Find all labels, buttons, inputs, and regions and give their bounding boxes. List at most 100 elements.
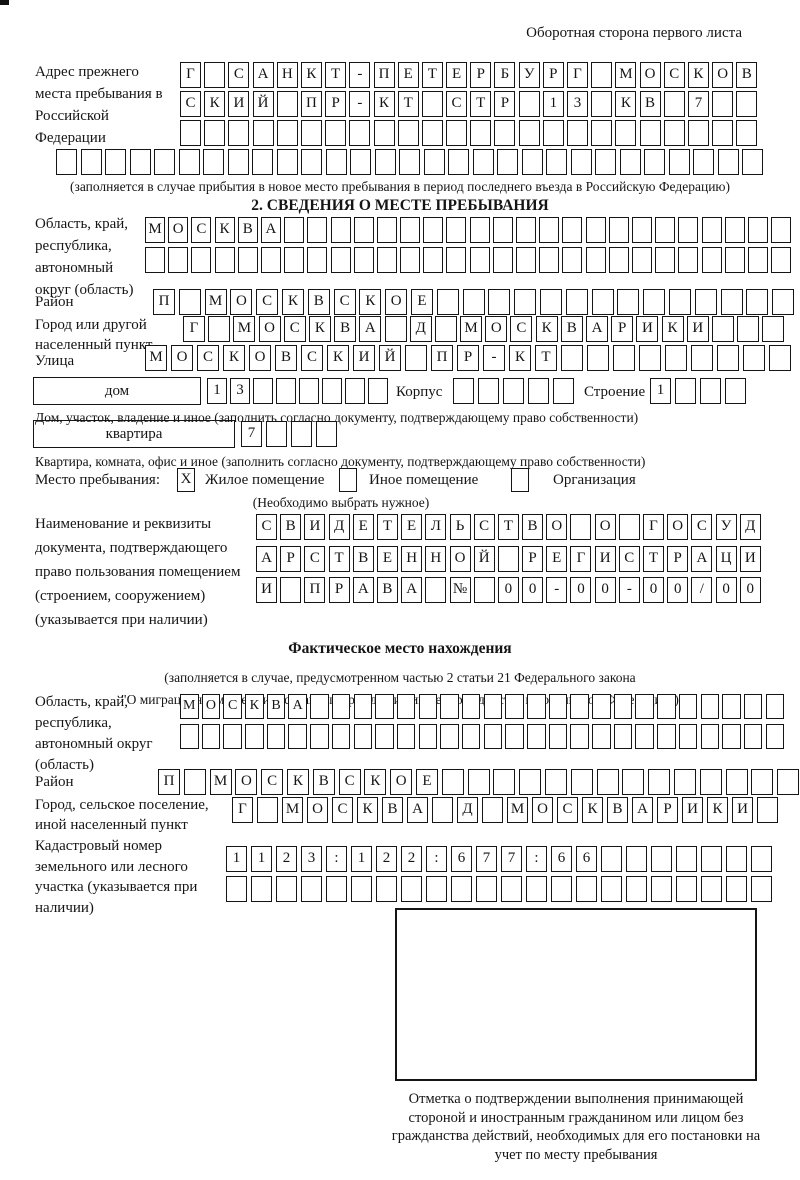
- form-cell[interactable]: [539, 247, 560, 273]
- form-cell[interactable]: -: [618, 577, 640, 603]
- form-cell[interactable]: [675, 378, 696, 404]
- form-cell[interactable]: Т: [497, 514, 519, 540]
- form-cell[interactable]: [492, 247, 513, 273]
- form-cell[interactable]: [613, 345, 635, 371]
- form-cell[interactable]: [608, 217, 629, 243]
- form-cell[interactable]: [700, 378, 721, 404]
- form-cell[interactable]: [726, 846, 747, 872]
- form-cell[interactable]: [576, 876, 597, 902]
- form-cell[interactable]: Д: [328, 514, 350, 540]
- form-cell[interactable]: С: [663, 62, 685, 88]
- form-cell[interactable]: К: [281, 289, 304, 315]
- form-cell[interactable]: [751, 876, 772, 902]
- form-cell[interactable]: [266, 421, 287, 447]
- prev-address-row-3[interactable]: [180, 120, 758, 146]
- stay-checkbox-dwelling[interactable]: X: [177, 468, 195, 492]
- form-cell[interactable]: Р: [325, 91, 347, 117]
- form-cell[interactable]: [168, 247, 189, 273]
- form-cell[interactable]: К: [509, 345, 531, 371]
- form-cell[interactable]: [551, 876, 572, 902]
- form-cell[interactable]: [421, 91, 443, 117]
- form-cell[interactable]: [701, 876, 722, 902]
- form-cell[interactable]: Т: [328, 546, 350, 572]
- form-cell[interactable]: С: [304, 546, 326, 572]
- form-cell[interactable]: [655, 247, 676, 273]
- form-cell[interactable]: [736, 120, 758, 146]
- form-cell[interactable]: :: [526, 846, 547, 872]
- form-cell[interactable]: [401, 876, 422, 902]
- form-cell[interactable]: [668, 289, 691, 315]
- form-cell[interactable]: Р: [522, 546, 544, 572]
- stroenie-cells[interactable]: 1: [650, 378, 746, 404]
- form-cell[interactable]: Й: [473, 546, 495, 572]
- form-cell[interactable]: [488, 289, 511, 315]
- form-cell[interactable]: Е: [410, 289, 433, 315]
- form-cell[interactable]: А: [288, 694, 307, 719]
- form-cell[interactable]: [276, 120, 298, 146]
- form-cell[interactable]: [396, 724, 416, 749]
- form-cell[interactable]: [700, 694, 719, 719]
- form-cell[interactable]: [771, 247, 792, 273]
- form-cell[interactable]: [676, 876, 697, 902]
- form-cell[interactable]: [440, 694, 459, 719]
- form-cell[interactable]: [591, 120, 613, 146]
- form-cell[interactable]: Д: [409, 316, 432, 342]
- form-cell[interactable]: О: [168, 217, 189, 243]
- form-cell[interactable]: А: [359, 316, 382, 342]
- form-cell[interactable]: [526, 876, 547, 902]
- form-cell[interactable]: 0: [667, 577, 689, 603]
- form-cell[interactable]: [678, 724, 698, 749]
- form-cell[interactable]: В: [334, 316, 357, 342]
- form-cell[interactable]: [400, 217, 421, 243]
- form-cell[interactable]: С: [256, 514, 277, 540]
- form-cell[interactable]: Р: [328, 577, 350, 603]
- form-cell[interactable]: [191, 247, 212, 273]
- form-cell[interactable]: [180, 724, 199, 749]
- form-cell[interactable]: [284, 217, 305, 243]
- form-cell[interactable]: [214, 247, 235, 273]
- form-cell[interactable]: К: [300, 62, 322, 88]
- form-cell[interactable]: [353, 724, 372, 749]
- form-cell[interactable]: К: [327, 345, 349, 371]
- form-cell[interactable]: С: [333, 289, 356, 315]
- form-cell[interactable]: [777, 769, 800, 795]
- form-cell[interactable]: [288, 724, 307, 749]
- form-cell[interactable]: В: [522, 514, 544, 540]
- form-cell[interactable]: П: [373, 62, 395, 88]
- form-cell[interactable]: [553, 378, 574, 404]
- form-cell[interactable]: О: [485, 316, 508, 342]
- form-cell[interactable]: [687, 120, 709, 146]
- form-cell[interactable]: Т: [325, 62, 347, 88]
- form-cell[interactable]: [469, 247, 490, 273]
- form-cell[interactable]: [592, 694, 611, 719]
- form-cell[interactable]: [291, 421, 312, 447]
- form-cell[interactable]: [310, 724, 329, 749]
- form-cell[interactable]: [542, 120, 564, 146]
- form-cell[interactable]: -: [349, 91, 371, 117]
- form-cell[interactable]: Е: [376, 546, 398, 572]
- form-cell[interactable]: Р: [280, 546, 302, 572]
- form-cell[interactable]: [461, 694, 481, 719]
- form-cell[interactable]: [505, 694, 524, 719]
- form-cell[interactable]: К: [707, 797, 728, 823]
- form-cell[interactable]: [717, 345, 739, 371]
- form-cell[interactable]: [651, 876, 672, 902]
- form-cell[interactable]: В: [382, 797, 403, 823]
- form-cell[interactable]: В: [275, 345, 297, 371]
- form-cell[interactable]: [440, 724, 459, 749]
- form-cell[interactable]: В: [352, 546, 374, 572]
- form-cell[interactable]: [746, 289, 769, 315]
- form-cell[interactable]: [519, 769, 542, 795]
- form-cell[interactable]: [570, 149, 592, 175]
- form-cell[interactable]: А: [352, 577, 374, 603]
- form-cell[interactable]: Р: [457, 345, 479, 371]
- form-cell[interactable]: 6: [451, 846, 472, 872]
- form-cell[interactable]: Г: [180, 62, 201, 88]
- form-cell[interactable]: [665, 345, 687, 371]
- form-cell[interactable]: Р: [611, 316, 634, 342]
- form-cell[interactable]: [349, 120, 371, 146]
- form-cell[interactable]: [757, 797, 778, 823]
- form-cell[interactable]: С: [180, 91, 201, 117]
- form-cell[interactable]: [562, 247, 583, 273]
